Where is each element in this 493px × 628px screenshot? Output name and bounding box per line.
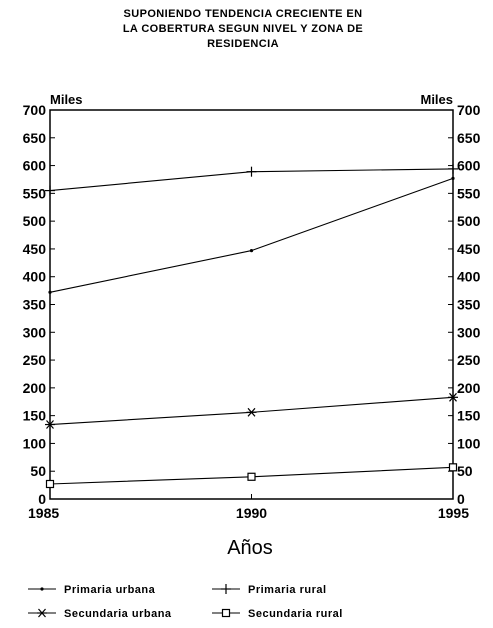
x-ticks: 1985 1990 1995 [28,494,469,521]
series-primaria-urbana [48,176,455,294]
y-tick-label-right: 200 [457,380,481,396]
series-line-secundaria-urbana [49,396,454,426]
y-tick-label-right: 700 [457,102,481,118]
y-tick-label-left: 0 [38,491,46,507]
chart-title-line-1: SUPONIENDO TENDENCIA CRECIENTE EN [124,8,363,20]
y-tick-label-left: 500 [23,213,47,229]
y-tick-label-right: 450 [457,241,481,257]
y-tick-label-right: 350 [457,297,481,313]
y-tick-label-right: 650 [457,130,481,146]
y-tick-label-right: 150 [457,408,481,424]
y-tick-label-right: 300 [457,324,481,340]
y-tick-label-left: 700 [23,102,47,118]
series-line-primaria-urbana [49,177,454,293]
y-tick-label-right: 550 [457,185,481,201]
y-tick-label-left: 650 [23,130,47,146]
y-ticks-left: 7006506005505004504003503002502001501005… [23,102,55,507]
legend-label-secundaria-rural: Secundaria rural [248,608,343,620]
data-point-secundaria-rural [247,472,256,481]
x-tick-label: 1985 [28,505,59,521]
legend-item-primaria-rural: Primaria rural [212,584,327,596]
chart-title-line-2: LA COBERTURA SEGUN NIVEL Y ZONA DE [123,23,363,35]
data-point-primaria-rural [45,185,55,196]
legend-item-primaria-urbana: Primaria urbana [28,584,156,596]
series-primaria-rural [45,163,458,196]
y-tick-label-right: 50 [457,463,473,479]
data-point-secundaria-rural [45,479,55,489]
series-secundaria-urbana [45,392,458,429]
y-unit-right: Miles [420,92,453,107]
legend-label-primaria-rural: Primaria rural [248,584,327,596]
y-tick-label-right: 500 [457,213,481,229]
y-tick-label-left: 150 [23,408,47,424]
data-point-primaria-rural [448,163,458,174]
data-point-primaria-urbana [48,290,52,294]
series-secundaria-rural [45,463,458,489]
y-tick-label-left: 600 [23,158,47,174]
x-tick-label: 1995 [438,505,469,521]
data-point-secundaria-urbana [448,392,458,402]
y-tick-label-left: 400 [23,269,47,285]
data-point-secundaria-urbana [246,407,257,417]
y-ticks-right: 7006506005505004504003503002502001501005… [448,102,481,507]
legend-marker-secundaria-rural [221,608,231,618]
y-tick-label-left: 100 [23,435,47,451]
y-tick-label-right: 400 [457,269,481,285]
legend-label-primaria-urbana: Primaria urbana [64,584,156,596]
legend-label-secundaria-urbana: Secundaria urbana [64,608,172,620]
chart-title-line-3: RESIDENCIA [207,38,279,50]
legend-marker-primaria-rural [221,584,231,594]
data-point-primaria-rural [246,166,257,177]
y-tick-label-left: 350 [23,297,47,313]
y-tick-label-right: 250 [457,352,481,368]
data-point-secundaria-rural [448,463,458,472]
data-point-secundaria-urbana [45,420,55,429]
y-tick-label-left: 250 [23,352,47,368]
data-point-primaria-urbana [451,176,455,180]
y-tick-label-right: 600 [457,158,481,174]
y-unit-left: Miles [50,92,83,107]
legend-marker-secundaria-urbana [37,608,47,618]
legend-item-secundaria-rural: Secundaria rural [212,608,343,620]
y-tick-label-left: 450 [23,241,47,257]
legend-marker-primaria-urbana [40,587,44,591]
y-tick-label-left: 200 [23,380,47,396]
legend: Primaria urbana Primaria rural Secundaria … [28,584,343,620]
y-tick-label-right: 100 [457,435,481,451]
y-tick-label-right: 0 [457,491,465,507]
y-tick-label-left: 550 [23,185,47,201]
legend-item-secundaria-urbana: Secundaria urbana [28,608,172,620]
x-axis-label: Años [227,537,273,559]
x-tick-label: 1990 [236,505,267,521]
y-tick-label-left: 300 [23,324,47,340]
data-point-primaria-urbana [249,248,254,253]
y-tick-label-left: 50 [30,463,46,479]
series-layer [45,163,458,489]
